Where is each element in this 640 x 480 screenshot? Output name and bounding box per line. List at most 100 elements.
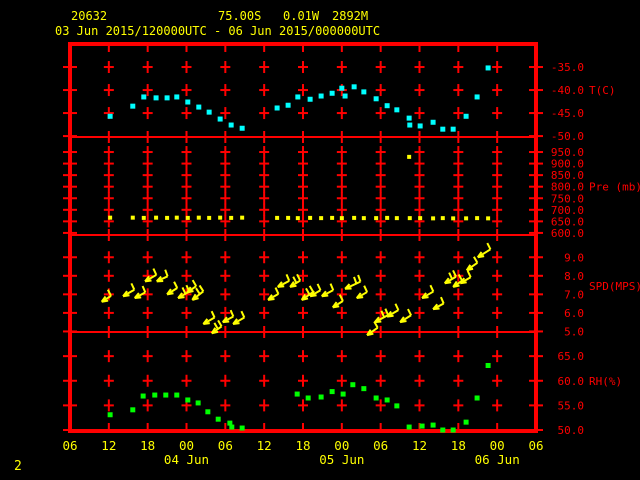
hour-label: 12: [101, 438, 116, 453]
y-tick-label: -45.0: [551, 107, 584, 120]
wind-barb: [144, 268, 158, 283]
temp-point: [384, 103, 390, 109]
hour-label: 18: [451, 438, 466, 453]
pressure-point: [130, 215, 135, 220]
humidity-point: [394, 403, 400, 409]
humidity-point: [373, 395, 379, 401]
y-axis-labels: -35.0-40.0-45.0-50.0T(C)950.0900.0850.08…: [551, 61, 640, 437]
pressure-point: [407, 154, 412, 159]
humidity-point: [329, 389, 335, 395]
y-tick-label: 950.0: [551, 146, 584, 159]
humidity-point: [305, 395, 311, 401]
hour-label: 00: [490, 438, 505, 453]
temp-point: [153, 95, 159, 101]
hour-label: 18: [295, 438, 310, 453]
wind-barb: [186, 279, 198, 294]
temp-point: [228, 122, 234, 128]
station-elevation: 2892M: [332, 9, 369, 23]
pressure-point: [286, 215, 291, 220]
temp-point: [130, 103, 136, 109]
wind-barb: [100, 289, 112, 303]
wind-barb: [355, 285, 369, 300]
pressure-point: [240, 215, 245, 220]
pressure-point: [486, 216, 491, 221]
pressure-point: [440, 216, 445, 221]
y-tick-label: 600.0: [551, 227, 584, 240]
temp-point: [394, 107, 400, 113]
wind-barb: [459, 270, 472, 285]
wind-barb: [399, 308, 412, 324]
hour-label: 00: [179, 438, 194, 453]
relative_humidity-unit-label: RH(%): [589, 375, 622, 388]
y-tick-label: -50.0: [551, 130, 584, 143]
station-longitude: 0.01W: [283, 9, 320, 23]
pressure-point: [418, 216, 423, 221]
hour-label: 06: [373, 438, 388, 453]
y-tick-label: 8.0: [564, 270, 584, 283]
humidity-point: [195, 400, 201, 406]
y-tick-label: 6.0: [564, 307, 584, 320]
y-tick-label: 850.0: [551, 169, 584, 182]
wind-barb: [321, 283, 335, 298]
temp-point: [406, 115, 412, 121]
page-number: 2: [14, 459, 22, 474]
humidity-point: [229, 424, 235, 430]
temp-point: [217, 116, 223, 122]
wind-barb: [133, 285, 147, 300]
y-tick-label: 750.0: [551, 192, 584, 205]
humidity-point: [474, 395, 480, 401]
station-id: 20632: [71, 9, 108, 23]
pressure-point: [154, 215, 159, 220]
pressure-point: [165, 215, 170, 220]
humidity-point: [485, 362, 491, 368]
pressure-point: [431, 216, 436, 221]
temp-point: [463, 113, 469, 119]
temp-point: [361, 89, 367, 95]
wind-barb: [202, 310, 216, 326]
hour-label: 00: [334, 438, 349, 453]
humidity-point: [384, 397, 390, 403]
hour-label: 12: [412, 438, 427, 453]
temp-point: [107, 113, 113, 119]
humidity-point: [440, 427, 446, 433]
wind-barb: [289, 273, 302, 288]
y-tick-label: 60.0: [558, 375, 585, 388]
temp-point: [318, 93, 324, 99]
pressure-point: [174, 215, 179, 220]
temp-point: [295, 94, 301, 100]
wind-barb: [166, 281, 179, 296]
pressure-point: [385, 215, 390, 220]
temp-point: [440, 126, 446, 132]
pressure-point: [229, 215, 234, 220]
hour-label: 12: [257, 438, 272, 453]
wind-barb: [221, 309, 235, 324]
temp-point: [164, 95, 170, 101]
wind-barb: [374, 308, 390, 324]
temp-point: [417, 123, 423, 129]
temp-point: [285, 102, 291, 108]
temp-point: [339, 85, 345, 91]
humidity-point: [419, 423, 425, 429]
pressure-unit-label: Pre (mb): [589, 181, 640, 194]
temp-point: [342, 93, 348, 99]
temp-point: [196, 104, 202, 110]
humidity-point: [185, 397, 191, 403]
temp-point: [474, 94, 480, 100]
x-axis-labels: 06 12 18 00 06 12 18 00 06 12 18 00 06 04 Jun 05 Jun 06…: [62, 438, 543, 467]
humidity-point: [205, 409, 211, 415]
pressure-point: [295, 216, 300, 221]
wind-barb: [476, 242, 492, 259]
y-tick-label: 7.0: [564, 288, 584, 301]
humidity-point: [215, 416, 221, 422]
relative_humidity-series: [107, 362, 491, 433]
wind-barb: [465, 256, 479, 272]
wind-barb: [276, 273, 291, 288]
humidity-point: [350, 382, 356, 388]
grid-lattice: [103, 44, 503, 431]
temp-point: [141, 94, 147, 100]
humidity-point: [361, 386, 367, 392]
temp-point: [450, 126, 456, 132]
humidity-point: [340, 391, 346, 397]
y-tick-label: 55.0: [558, 399, 585, 412]
pressure-point: [185, 215, 190, 220]
